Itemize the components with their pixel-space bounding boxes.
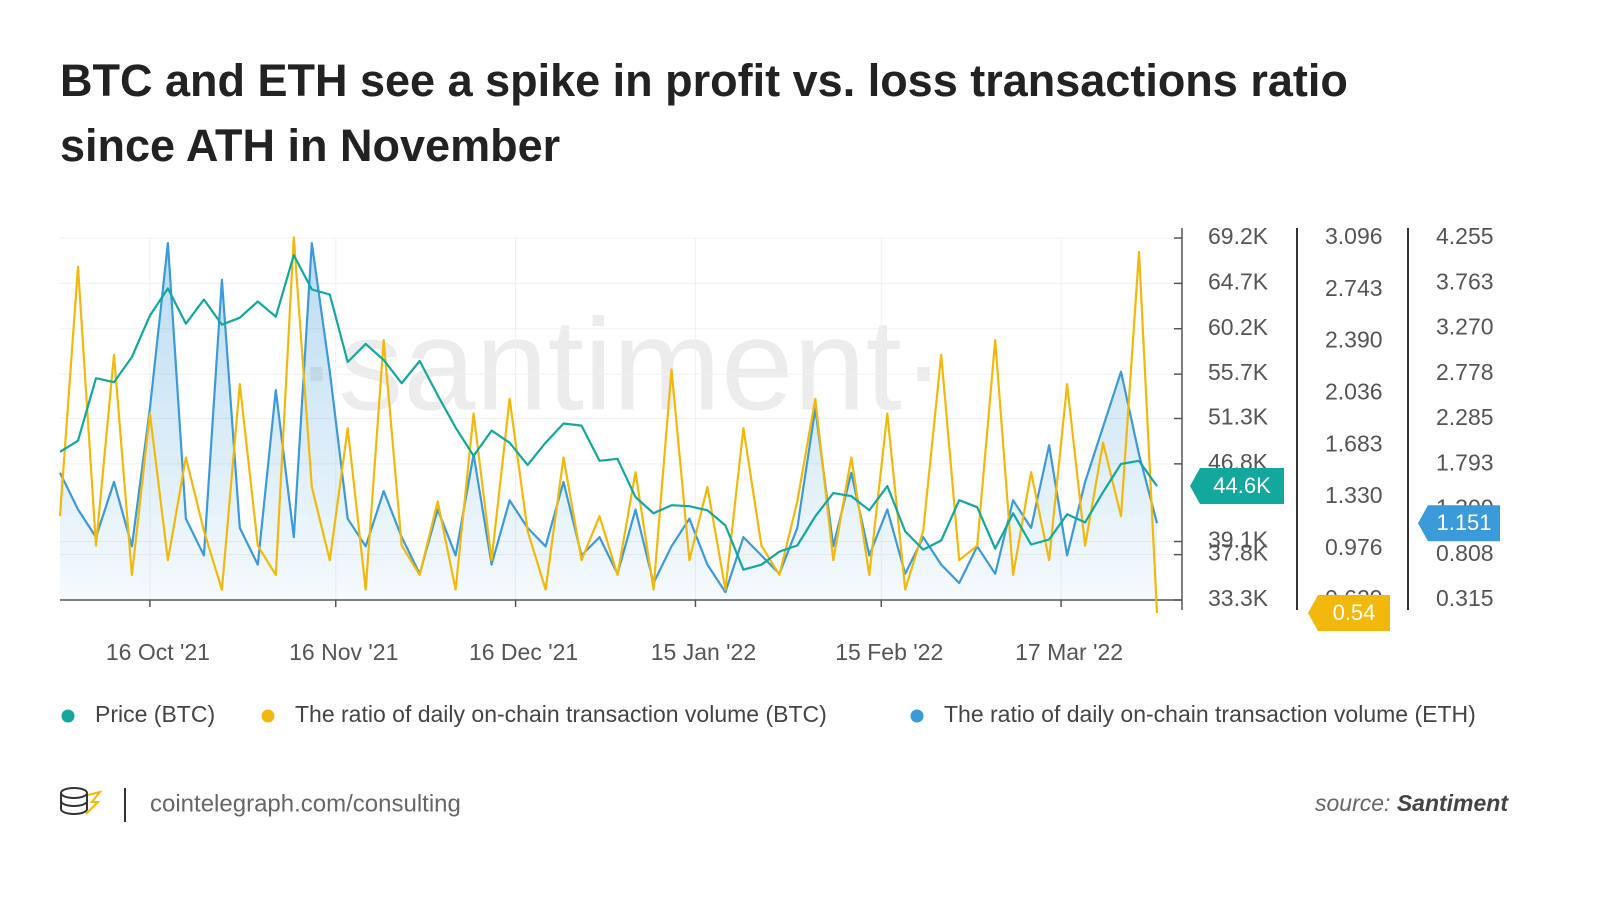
series-line (58, 236, 1159, 614)
y-tick-label: 3.096 (1325, 223, 1383, 249)
chart-title: BTC and ETH see a spike in profit vs. lo… (60, 55, 1348, 171)
y-tick-label: 2.390 (1325, 327, 1383, 353)
x-tick-label: 15 Jan '22 (651, 639, 756, 665)
y-tick-label: 2.285 (1436, 404, 1494, 430)
y-tick-label: 33.3K (1208, 585, 1269, 611)
x-tick-label: 15 Feb '22 (835, 639, 943, 665)
x-tick-label: 16 Dec '21 (469, 639, 578, 665)
y-tick-label: 2.743 (1325, 275, 1383, 301)
series-area (60, 243, 1157, 600)
logo (60, 787, 103, 815)
plot: 16 Oct '21 16 Nov '21 16 Dec '21 15 Jan '22… (58, 223, 1500, 665)
y-tick-label: 1.793 (1436, 449, 1494, 475)
footer: cointelegraph.com/consulting source: San… (60, 787, 1509, 822)
legend-label: The ratio of daily on-chain transaction … (295, 701, 827, 727)
footer-site: cointelegraph.com/consulting (150, 790, 461, 817)
y-tick-label: 69.2K (1208, 223, 1269, 249)
x-tick-label: 16 Nov '21 (289, 639, 398, 665)
x-tick-label: 17 Mar '22 (1015, 639, 1123, 665)
y-tick-label: 37.8K (1208, 540, 1269, 566)
y-tick-label: 3.763 (1436, 268, 1494, 294)
x-tick-label: 16 Oct '21 (106, 639, 210, 665)
y-tick-label: 3.270 (1436, 314, 1494, 340)
y-tick-label: 2.778 (1436, 359, 1494, 385)
y-tick-label: 1.330 (1325, 482, 1383, 508)
value-tag-label: 44.6K (1213, 473, 1271, 498)
legend-label: Price (BTC) (95, 701, 215, 727)
value-tag-label: 1.151 (1436, 510, 1491, 535)
legend-marker (61, 709, 75, 723)
y-tick-label: 0.315 (1436, 585, 1494, 611)
value-tag (1418, 505, 1500, 542)
y-tick-label: 4.255 (1436, 223, 1494, 249)
y-tick-label: 0.808 (1436, 540, 1494, 566)
legend-marker (910, 709, 924, 723)
watermark: ·santiment· (295, 291, 945, 437)
y-tick-label: 64.7K (1208, 268, 1269, 294)
value-tag (1190, 468, 1284, 505)
series-line (59, 254, 1158, 571)
y-tick-label: 2.036 (1325, 379, 1383, 405)
value-tag (1308, 595, 1390, 632)
legend-marker (261, 709, 275, 723)
y-tick-label: 60.2K (1208, 314, 1269, 340)
series-line (59, 242, 1159, 594)
y-tick-label: 0.976 (1325, 534, 1383, 560)
source-prefix: source: (1315, 790, 1390, 816)
footer-source: source: Santiment (1315, 790, 1509, 816)
y-tick-label: 51.3K (1208, 404, 1269, 430)
y-tick-label: 55.7K (1208, 359, 1269, 385)
y-tick-label: 1.683 (1325, 430, 1383, 456)
legend-label: The ratio of daily on-chain transaction … (944, 701, 1476, 727)
source-name: Santiment (1397, 790, 1510, 816)
value-tag-label: 0.54 (1333, 600, 1376, 625)
y-tick-label: 39.1K (1208, 527, 1269, 553)
